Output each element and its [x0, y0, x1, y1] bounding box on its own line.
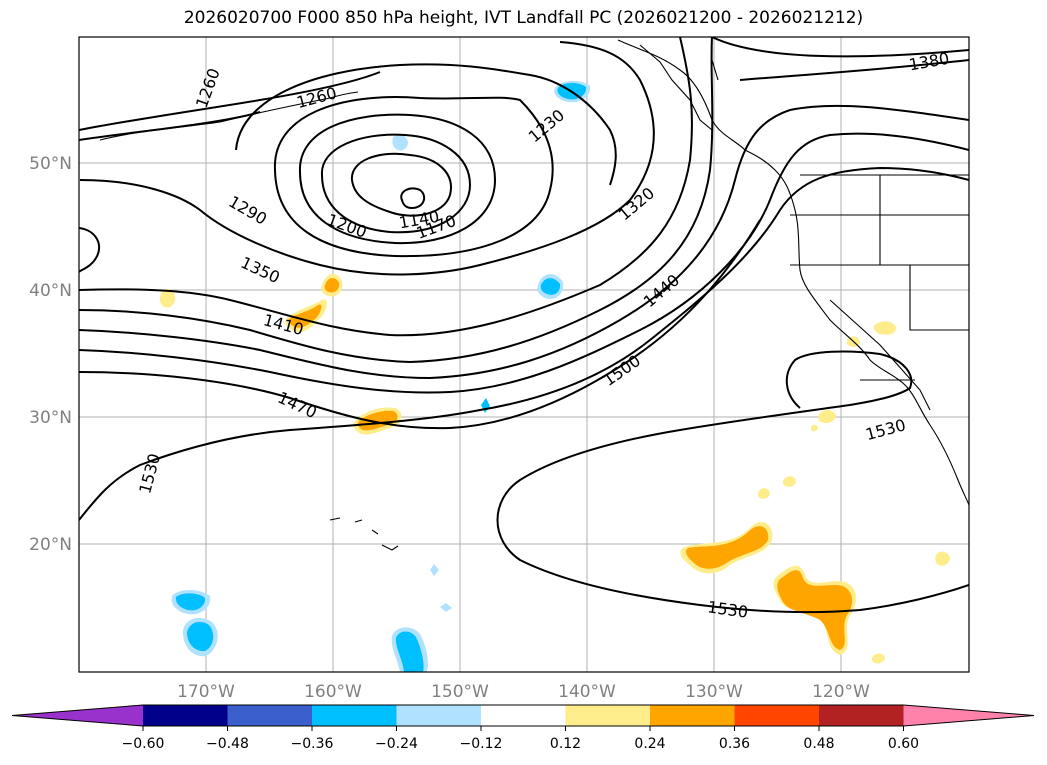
- lat-label: 50°N: [29, 154, 72, 174]
- contour-label: 1440: [640, 270, 683, 311]
- colorbar-segment: [650, 705, 735, 726]
- contour-label: 1530: [135, 451, 164, 495]
- colorbar-segment: [312, 705, 397, 726]
- colorbar-tick-label: −0.12: [460, 736, 503, 752]
- height-contours: [79, 37, 969, 614]
- colorbar-tick-label: 0.36: [719, 736, 750, 752]
- lat-label: 20°N: [29, 535, 72, 555]
- colorbar-segment: [227, 705, 313, 726]
- lon-label: 150°W: [431, 682, 489, 702]
- contour-label: 1380: [907, 49, 950, 75]
- contour-label: 1260: [294, 83, 338, 112]
- colorbar-tick-label: 0.48: [803, 736, 834, 752]
- colorbar-tick-label: 0.24: [634, 736, 665, 752]
- map-title: 2026020700 F000 850 hPa height, IVT Land…: [183, 8, 864, 28]
- colorbar-tick-label: −0.36: [291, 736, 334, 752]
- colorbar-tick-label: −0.60: [122, 736, 165, 752]
- colorbar-segment: [481, 705, 566, 726]
- colorbar-extend-min: [12, 705, 143, 726]
- colorbar-tick-label: −0.24: [375, 736, 418, 752]
- contour-label: 1350: [238, 253, 283, 287]
- contour-label: 1200: [325, 210, 370, 242]
- colorbar-segment: [819, 705, 904, 726]
- contour-label: 1530: [706, 597, 749, 621]
- colorbar-extend-max: [903, 705, 1034, 726]
- colorbar-segment: [734, 705, 820, 726]
- lat-labels: 50°N 40°N 30°N 20°N: [29, 154, 72, 555]
- contour-label: 1260: [192, 66, 224, 111]
- lon-label: 130°W: [685, 682, 743, 702]
- colorbar-tick-label: 0.12: [550, 736, 581, 752]
- contour-label: 1290: [225, 192, 270, 229]
- lon-label: 160°W: [304, 682, 362, 702]
- colorbar-tick-label: −0.48: [206, 736, 249, 752]
- ivt-shading: [159, 80, 950, 672]
- gridlines: [79, 37, 969, 672]
- lon-label: 140°W: [558, 682, 616, 702]
- lat-label: 30°N: [29, 408, 72, 428]
- lon-label: 120°W: [812, 682, 870, 702]
- colorbar-segment: [396, 705, 482, 726]
- contour-label: 1500: [600, 351, 644, 390]
- contour-label: 1530: [863, 415, 907, 444]
- colorbar-tick-label: 0.60: [888, 736, 919, 752]
- map-frame: [78, 36, 970, 673]
- lon-label: 170°W: [177, 682, 235, 702]
- colorbar: −0.60 −0.48 −0.36 −0.24 −0.12 0.12 0.24 0.36 0.4…: [11, 704, 1035, 752]
- colorbar-segment: [565, 705, 651, 726]
- lon-labels: 170°W 160°W 150°W 140°W 130°W 120°W: [177, 682, 870, 702]
- lat-label: 40°N: [29, 281, 72, 301]
- colorbar-segment: [143, 705, 228, 726]
